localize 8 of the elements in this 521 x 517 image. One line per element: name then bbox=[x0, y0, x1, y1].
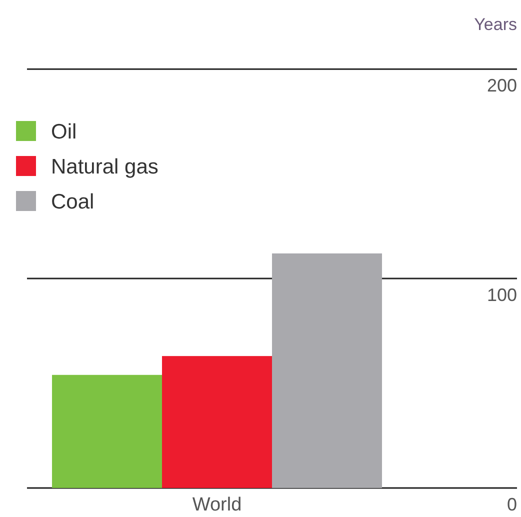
y-tick-label: 200 bbox=[486, 75, 517, 96]
y-axis-title: Years bbox=[474, 14, 517, 34]
legend-label: Natural gas bbox=[51, 155, 158, 178]
x-tick-label: World bbox=[192, 494, 242, 516]
legend-label: Coal bbox=[51, 190, 94, 214]
legend-label: Oil bbox=[51, 120, 77, 144]
y-tick-label: 100 bbox=[486, 284, 517, 305]
y-tick-label: 0 bbox=[506, 494, 517, 514]
